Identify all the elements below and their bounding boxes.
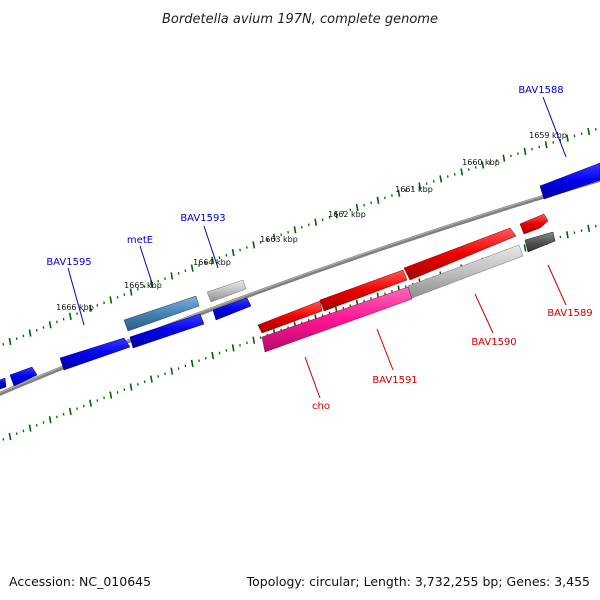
- gene-label-bav1591[interactable]: BAV1591: [372, 375, 417, 386]
- gene-arrow-blue-edge[interactable]: [0, 377, 7, 390]
- lower-tick-mark: [68, 407, 72, 416]
- upper-tick-mark: [8, 337, 12, 346]
- lower-tick-mark: [89, 399, 92, 407]
- upper-tick-mark: [418, 182, 422, 190]
- upper-tick-mark: [439, 175, 443, 183]
- reverse-strand-genes: [261, 231, 556, 353]
- page-title: Bordetella avium 197N, complete genome: [162, 12, 438, 27]
- gene-label-mete[interactable]: metE: [127, 235, 153, 246]
- gene-arrow-blue-small[interactable]: [9, 366, 38, 387]
- lower-tick-mark: [566, 231, 569, 239]
- upper-tick-mark: [190, 264, 194, 272]
- kbp-scale: 1659 kbp 1660 kbp 1661 kbp 1662 kbp 1663…: [56, 131, 567, 312]
- upper-tick-mark: [460, 168, 464, 176]
- upper-tick-mark: [587, 127, 591, 136]
- upper-tick-mark: [397, 189, 401, 197]
- lower-tick-mark: [28, 424, 32, 432]
- lower-tick-mark: [523, 244, 527, 252]
- lower-tick-mark: [170, 367, 174, 375]
- upper-tick-mark: [502, 154, 506, 162]
- upper-tick-mark: [293, 226, 297, 234]
- upper-tick-mark: [28, 329, 32, 337]
- gene-arrow-blue-mid[interactable]: [129, 313, 205, 349]
- upper-tick-mark: [376, 196, 380, 204]
- kbp-label: 1663 kbp: [260, 235, 298, 244]
- lower-tick-mark: [587, 224, 591, 233]
- lower-tick-mark: [211, 351, 215, 360]
- upper-tick-mark: [129, 288, 133, 296]
- gene-arrow-bav1588[interactable]: [539, 162, 600, 200]
- upper-tick-mark: [211, 256, 215, 264]
- upper-tick-mark: [272, 233, 276, 241]
- kbp-label: 1665 kbp: [124, 281, 162, 290]
- upper-tick-mark: [150, 280, 153, 288]
- upper-tick-mark: [523, 147, 527, 156]
- gene-arrow-red-long-left[interactable]: [319, 269, 408, 312]
- lower-tick-mark: [190, 359, 194, 367]
- upper-tick-mark: [231, 248, 235, 257]
- lower-tick-mark: [48, 416, 52, 424]
- gene-arrow-bav1589[interactable]: [524, 231, 556, 253]
- kbp-label: 1666 kbp: [56, 303, 94, 312]
- gene-arrow-bav1593-grey[interactable]: [206, 279, 247, 303]
- gene-arrow-red-small[interactable]: [519, 213, 549, 235]
- gene-arrow-bav1593[interactable]: [212, 297, 252, 321]
- upper-tick-mark: [170, 272, 174, 280]
- gene-arrow-mete[interactable]: [123, 295, 200, 332]
- upper-tick-mark: [48, 321, 52, 329]
- upper-tick-mark: [252, 241, 256, 249]
- lower-tick-mark: [252, 336, 256, 344]
- gene-label-bav1593[interactable]: BAV1593: [180, 213, 225, 224]
- lower-tick-mark: [8, 432, 12, 441]
- upper-tick-mark: [481, 161, 485, 169]
- kbp-label: 1662 kbp: [328, 210, 366, 219]
- upper-tick-mark: [544, 141, 548, 149]
- upper-tick-mark: [355, 203, 359, 212]
- upper-tick-mark: [314, 218, 318, 226]
- upper-tick-mark: [89, 304, 92, 312]
- kbp-label: 1659 kbp: [529, 131, 567, 140]
- forward-strand-genes: [0, 162, 600, 390]
- gene-arrow-bav1590[interactable]: [407, 244, 524, 299]
- accession-text: Accession: NC_010645: [9, 574, 151, 589]
- upper-tick-mark: [335, 211, 338, 219]
- upper-tick-mark: [566, 134, 569, 142]
- lower-tick-mark: [129, 383, 133, 391]
- gene-label-bav1589[interactable]: BAV1589: [547, 308, 592, 319]
- kbp-label: 1664 kbp: [193, 258, 231, 267]
- callout-lines: [67, 96, 567, 399]
- gene-label-cho[interactable]: cho: [312, 401, 330, 412]
- genome-summary-text: Topology: circular; Length: 3,732,255 bp…: [246, 574, 590, 589]
- tick-tracks: [2, 127, 597, 441]
- gene-arrow-bav1591[interactable]: [261, 286, 413, 353]
- gene-label-bav1595[interactable]: BAV1595: [46, 257, 91, 268]
- gene-arrow-red-left-end[interactable]: [257, 300, 323, 334]
- kbp-label: 1660 kbp: [462, 158, 500, 167]
- gene-labels: BAV1588 BAV1593 metE BAV1595 BAV1589 BAV…: [46, 85, 592, 412]
- lower-tick-mark: [150, 375, 153, 383]
- lower-tick-mark: [231, 344, 235, 352]
- gene-label-bav1588[interactable]: BAV1588: [518, 85, 563, 96]
- upper-tick-mark: [109, 296, 113, 304]
- genome-backbone: [0, 177, 600, 396]
- lower-tick-mark: [109, 391, 113, 399]
- gene-arrow-red-long-right[interactable]: [403, 227, 517, 281]
- gene-arrow-bav1595[interactable]: [59, 337, 131, 371]
- gene-label-bav1590[interactable]: BAV1590: [471, 337, 516, 348]
- kbp-label: 1661 kbp: [395, 185, 433, 194]
- upper-tick-mark: [68, 312, 72, 321]
